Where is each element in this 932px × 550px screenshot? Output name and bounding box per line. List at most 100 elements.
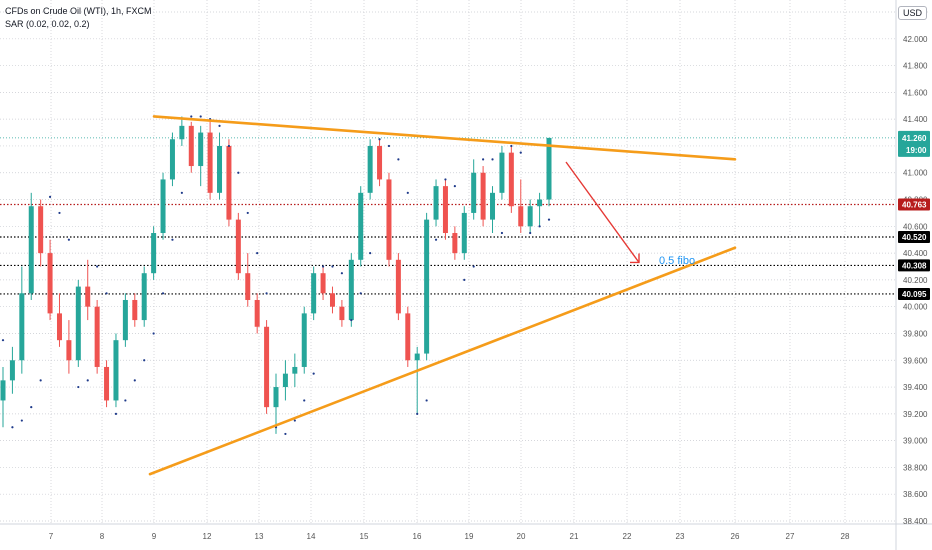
sar-dot [152, 332, 155, 335]
candle-body [442, 186, 448, 234]
candle-body [245, 273, 251, 300]
y-tick-label: 40.000 [903, 303, 928, 312]
x-tick-label: 20 [517, 532, 526, 541]
sar-dot [1, 339, 5, 342]
sar-dot [86, 379, 89, 382]
sar-indicator-label[interactable]: SAR (0.02, 0.02, 0.2) [5, 19, 90, 29]
candle-body [217, 145, 223, 193]
candle-body [386, 179, 392, 260]
level-tag-label: 40.308 [902, 261, 927, 270]
sar-dot [406, 191, 409, 194]
level-tag-label: 40.520 [902, 233, 927, 242]
countdown-label: 19:00 [906, 146, 927, 155]
candle-body [85, 286, 91, 307]
candle-body [367, 145, 373, 193]
candle-body [47, 253, 53, 314]
candle-body [395, 259, 401, 314]
sar-dot [237, 171, 240, 174]
candle-body [19, 293, 25, 361]
x-tick-label: 16 [413, 532, 422, 541]
sar-dot [265, 292, 268, 295]
x-tick-label: 13 [255, 532, 264, 541]
level-tag [898, 259, 930, 272]
x-tick-label: 19 [465, 532, 474, 541]
y-tick-label: 40.600 [903, 222, 928, 231]
sar-dot [312, 372, 315, 375]
y-tick-label: 41.600 [903, 88, 928, 97]
candle-body [207, 132, 213, 193]
candle-body [113, 340, 119, 401]
candle-body [226, 145, 232, 220]
candle-body [508, 152, 514, 207]
candle-body [348, 259, 354, 321]
sar-dot [434, 238, 438, 241]
sar-dot [482, 158, 485, 161]
x-tick-label: 15 [360, 532, 369, 541]
y-tick-label: 38.600 [903, 490, 928, 499]
current-price-label: 41.260 [902, 134, 927, 143]
candle-body [329, 293, 335, 307]
sar-dot [500, 231, 504, 235]
sar-dot [444, 178, 447, 181]
sar-dot [133, 379, 136, 382]
level-tag [898, 231, 930, 244]
candle-body [141, 273, 147, 321]
x-tick-label: 12 [203, 532, 212, 541]
candle-body [282, 373, 288, 388]
sar-dot [67, 238, 70, 241]
sar-dot [124, 399, 127, 402]
y-tick-label: 39.400 [903, 383, 928, 392]
sar-dot [77, 385, 80, 389]
candle-body [122, 299, 128, 341]
candle-body [179, 125, 185, 140]
fibo-annotation: 0.5 fibo [659, 255, 695, 267]
sar-dot [114, 412, 118, 415]
currency-button[interactable]: USD [897, 6, 927, 20]
projection-arrow-line [565, 161, 640, 263]
sar-dot [472, 265, 475, 268]
y-tick-label: 39.800 [903, 329, 928, 338]
candle-body [377, 145, 383, 180]
sar-dot [378, 138, 381, 141]
sar-dot [105, 292, 108, 295]
sar-dot [547, 218, 551, 221]
x-tick-label: 28 [841, 532, 850, 541]
candle-body [527, 206, 533, 227]
sar-dot [30, 406, 33, 409]
candle-body [518, 206, 524, 227]
level-tag-label: 40.763 [902, 200, 927, 209]
y-tick-label: 42.000 [903, 35, 928, 44]
candle-body [490, 192, 496, 220]
sar-dot [246, 211, 249, 215]
candle-body [358, 192, 364, 260]
x-tick-label: 9 [152, 532, 157, 541]
candle-body [66, 340, 72, 361]
candle-body [452, 233, 458, 254]
y-tick-label: 41.400 [903, 115, 928, 124]
sar-dot [350, 318, 353, 322]
candle-body [264, 326, 270, 408]
sar-dot [218, 124, 221, 127]
candle-body [9, 360, 15, 381]
sar-dot [143, 359, 146, 362]
candle-body [405, 313, 411, 361]
sar-dot [529, 231, 532, 235]
candle-body [480, 172, 486, 220]
y-tick-label: 38.400 [903, 517, 928, 526]
x-tick-label: 21 [570, 532, 579, 541]
y-tick-label: 39.600 [903, 356, 928, 365]
candle-body [414, 353, 420, 361]
candle-body [254, 299, 260, 327]
y-tick-label: 39.200 [903, 410, 928, 419]
candle-body [311, 273, 317, 314]
sar-dot [11, 426, 14, 429]
sar-dot [340, 272, 343, 275]
sar-dot [453, 185, 456, 188]
sar-dot [39, 379, 42, 382]
symbol-title[interactable]: CFDs on Crude Oil (WTI), 1h, FXCM [5, 6, 152, 16]
candle-body [339, 306, 345, 321]
level-tag [898, 287, 930, 300]
projection-arrow-head [630, 253, 640, 264]
